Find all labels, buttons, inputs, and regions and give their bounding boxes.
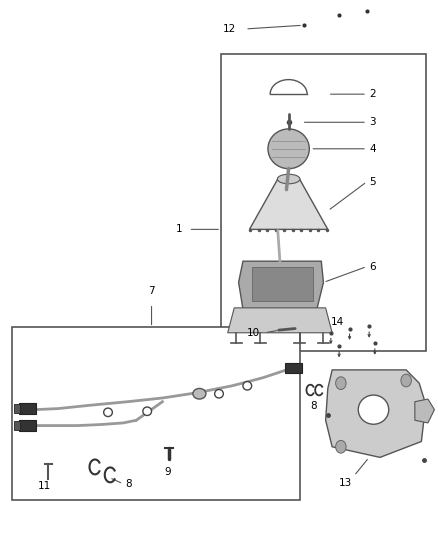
Text: 12: 12 (223, 24, 237, 34)
Ellipse shape (215, 390, 223, 398)
Polygon shape (325, 370, 426, 457)
Text: 8: 8 (311, 401, 317, 410)
Bar (285, 363, 302, 373)
Text: 10: 10 (247, 328, 260, 338)
Polygon shape (239, 261, 323, 309)
Polygon shape (415, 399, 434, 423)
Circle shape (336, 377, 346, 390)
Ellipse shape (193, 389, 206, 399)
Ellipse shape (268, 129, 309, 168)
Bar (19, 420, 36, 431)
Text: 4: 4 (369, 144, 376, 154)
Bar (14, 405, 20, 413)
Circle shape (401, 374, 411, 387)
Ellipse shape (104, 408, 113, 417)
Text: 9: 9 (164, 467, 171, 477)
Bar (12, 327, 300, 500)
Text: 5: 5 (369, 176, 376, 187)
Text: 8: 8 (125, 479, 132, 489)
Text: 11: 11 (38, 481, 52, 491)
Bar (14, 421, 20, 430)
Text: 6: 6 (369, 262, 376, 271)
Circle shape (336, 440, 346, 453)
Text: 7: 7 (148, 286, 155, 296)
Polygon shape (250, 179, 328, 229)
Text: 14: 14 (331, 317, 345, 327)
Bar (221, 54, 426, 351)
Bar (19, 403, 36, 414)
Text: 1: 1 (175, 224, 182, 235)
Ellipse shape (143, 407, 152, 416)
Text: 13: 13 (339, 478, 352, 488)
Polygon shape (228, 308, 332, 333)
Text: 2: 2 (369, 89, 376, 99)
Polygon shape (252, 266, 313, 301)
Ellipse shape (277, 174, 300, 184)
Text: 3: 3 (369, 117, 376, 127)
Ellipse shape (243, 382, 252, 390)
Ellipse shape (358, 395, 389, 424)
